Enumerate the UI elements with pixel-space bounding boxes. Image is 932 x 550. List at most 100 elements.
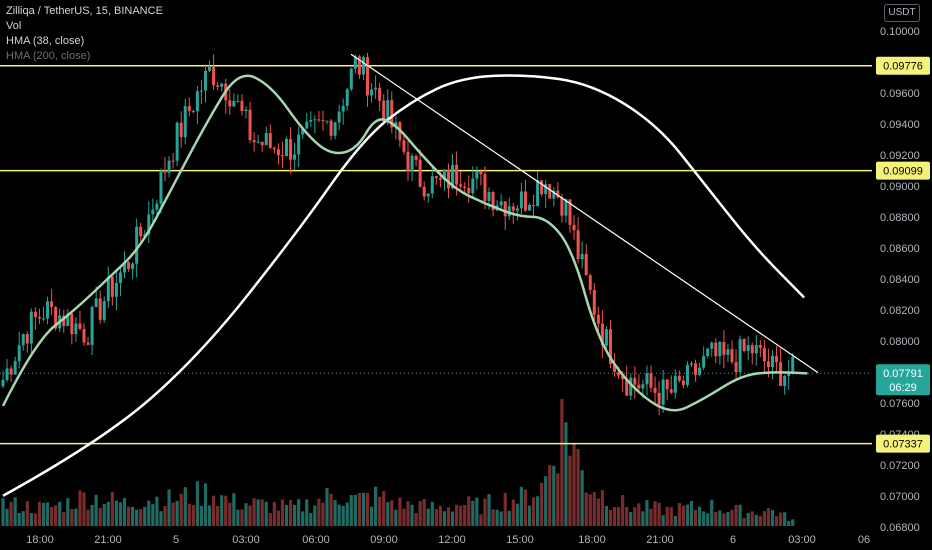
volume-bar	[175, 500, 179, 526]
volume-bar	[608, 510, 613, 526]
candle-body	[98, 298, 102, 320]
candle-body	[568, 199, 572, 225]
candle-body	[779, 362, 783, 386]
candle-body	[361, 57, 365, 75]
candle-body	[183, 106, 187, 138]
volume-bar	[187, 503, 191, 526]
candle-body	[698, 367, 702, 375]
candle-body	[127, 262, 131, 269]
volume-bar	[293, 504, 297, 526]
candle-body	[382, 100, 386, 122]
volume-bar	[167, 489, 171, 526]
volume-bar	[159, 511, 163, 526]
volume-bar	[730, 509, 734, 526]
candle-body	[272, 147, 276, 150]
candle-body	[139, 226, 143, 237]
candle-body	[114, 282, 118, 297]
volume-bar	[106, 501, 110, 526]
candle-body	[29, 311, 33, 344]
candle-body	[750, 345, 754, 354]
candle-body	[106, 276, 110, 302]
candle-body	[212, 66, 216, 86]
volume-bar	[288, 499, 293, 526]
candle-body	[325, 120, 329, 122]
candle-body	[159, 170, 163, 204]
volume-bar	[641, 511, 645, 526]
volume-bar	[625, 507, 629, 526]
volume-bar	[657, 502, 661, 526]
volume-bar	[361, 492, 366, 526]
symbol-title[interactable]: Zilliqa / TetherUS, 15, BINANCE	[6, 5, 163, 17]
hma-slow-line	[2, 74, 806, 497]
volume-bar	[770, 510, 775, 526]
volume-bar	[199, 505, 204, 526]
volume-bar	[309, 512, 313, 526]
candle-body	[341, 105, 345, 112]
candle-body	[726, 349, 730, 355]
candle-body	[511, 206, 515, 211]
candle-body	[191, 111, 195, 113]
volume-bars	[1, 398, 795, 526]
volume-bar	[317, 498, 321, 526]
volume-bar	[564, 422, 568, 526]
candle-body	[179, 122, 183, 138]
candle-body	[25, 334, 29, 344]
volume-bar	[402, 508, 406, 526]
candle-body	[9, 368, 13, 375]
candle-body	[673, 375, 677, 393]
candle-body	[54, 307, 58, 329]
volume-bar	[430, 501, 434, 526]
volume-bar	[706, 513, 710, 526]
candle-body	[333, 122, 337, 136]
y-tick-label: 0.07600	[880, 398, 920, 410]
candle-body	[629, 377, 633, 396]
y-tick-label: 0.09400	[880, 119, 920, 131]
candle-body	[418, 159, 422, 187]
candle-body	[329, 120, 333, 136]
volume-bar	[252, 498, 256, 526]
candle-body	[62, 315, 66, 327]
volume-bar	[406, 501, 410, 526]
x-tick-label: 09:00	[370, 534, 398, 546]
candle-body	[430, 176, 434, 194]
candle-body	[653, 387, 657, 393]
volume-bar	[382, 491, 386, 526]
volume-bar	[742, 517, 746, 526]
volume-bar	[621, 495, 625, 526]
candle-body	[515, 208, 519, 211]
x-tick-label: 06:00	[302, 534, 330, 546]
price-tags: 0.09776 0.09099 0.07337 0.07791 06:29	[876, 56, 930, 453]
volume-bar	[459, 505, 463, 526]
candle-body	[503, 201, 507, 217]
volume-bar	[455, 504, 459, 526]
hma-fast-label[interactable]: HMA (38, close)	[6, 35, 85, 47]
y-tick-label: 0.08000	[880, 336, 920, 348]
candle-body	[33, 311, 37, 318]
candle-body	[718, 341, 722, 357]
volume-bar	[507, 510, 511, 526]
candle-body	[378, 87, 382, 101]
candle-body	[236, 100, 240, 102]
currency-button[interactable]: USDT	[884, 4, 920, 22]
volume-bar	[629, 512, 633, 526]
volume-bar	[147, 500, 151, 526]
candle-body	[313, 119, 317, 121]
hma-slow-label[interactable]: HMA (200, close)	[6, 50, 91, 62]
volume-bar	[762, 511, 766, 526]
volume-bar	[325, 487, 329, 526]
y-tick-label: 0.07000	[880, 491, 920, 503]
candle-body	[78, 323, 82, 329]
candle-body	[564, 199, 568, 216]
volume-bar	[734, 504, 738, 526]
volume-bar	[313, 505, 317, 526]
x-tick-label: 6	[730, 534, 736, 546]
x-tick-label: 21:00	[646, 534, 674, 546]
volume-label[interactable]: Vol	[6, 20, 22, 32]
volume-bar	[698, 506, 702, 526]
indicator-lines	[1, 53, 819, 497]
candle-body	[742, 339, 746, 351]
candle-body	[297, 134, 301, 155]
level-tag	[876, 161, 930, 180]
candle-body	[13, 361, 17, 375]
